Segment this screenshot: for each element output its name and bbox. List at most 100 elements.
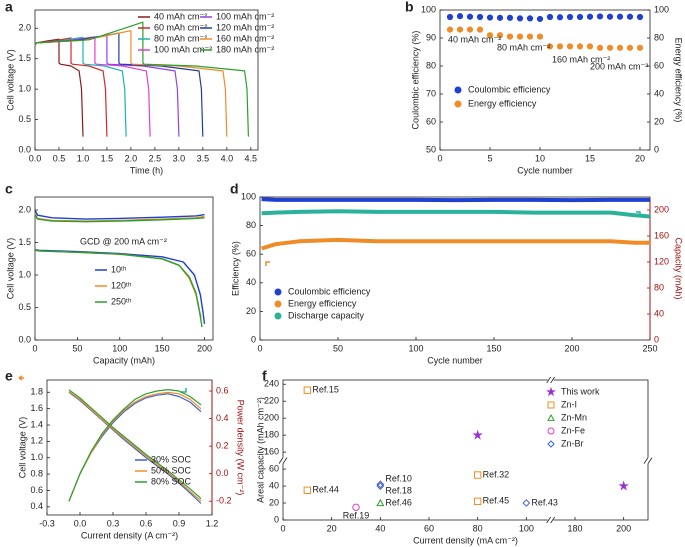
y2-tick-label: 20	[654, 116, 664, 126]
x-tick-label: 4.0	[221, 153, 234, 163]
y-tick-label: 50	[426, 144, 436, 154]
marker	[547, 427, 555, 435]
marker	[626, 13, 634, 20]
annotation: 160 mAh cm⁻²	[552, 54, 610, 64]
legend-label: 40 mAh cm⁻²	[154, 11, 207, 21]
y2-tick-label: 40	[654, 88, 664, 98]
y-axis-label: Coulombic efficiency (%)	[410, 31, 420, 130]
x-axis-label: Current density (A cm⁻²)	[81, 530, 178, 540]
x-tick-label: 1.0	[77, 153, 90, 163]
series-line	[68, 391, 202, 502]
marker	[556, 43, 564, 50]
marker	[472, 429, 483, 440]
x-tick-label: 3.5	[197, 153, 210, 163]
marker	[547, 413, 555, 421]
x-axis-label: Current density (mA cm⁻²)	[413, 535, 518, 545]
point-label: Ref.43	[531, 497, 558, 507]
y-tick-label: 40	[246, 277, 256, 287]
point-label: Ref.19	[343, 511, 370, 521]
series-line	[34, 214, 205, 328]
marker	[274, 288, 282, 296]
x-tick-label: 4.5	[245, 153, 258, 163]
y-tick-label: 220	[264, 396, 279, 406]
legend-label: 120 mAh cm⁻²	[216, 22, 274, 32]
y-tick-label: 1.2	[30, 436, 43, 446]
y-tick-label: 60	[426, 116, 436, 126]
y-tick-label: 80	[426, 60, 436, 70]
x-tick-label: 3.0	[173, 153, 186, 163]
panel-letter: d	[230, 181, 239, 197]
x-tick-label: 20	[635, 153, 645, 163]
legend-label: 10ᵗʰ	[111, 264, 127, 274]
marker	[526, 33, 534, 40]
marker	[516, 33, 524, 40]
marker	[586, 43, 594, 50]
marker	[547, 401, 555, 409]
panel-letter: c	[5, 181, 13, 197]
marker	[376, 482, 385, 490]
axis-break-gap	[547, 517, 554, 523]
marker	[506, 14, 514, 21]
marker	[616, 44, 624, 51]
legend-label: 100 mAh cm⁻²	[216, 11, 274, 21]
marker	[586, 13, 594, 20]
y-axis-label: Cell voltage (V)	[17, 417, 27, 479]
series-line	[261, 197, 650, 203]
marker	[606, 13, 614, 20]
y-tick-label: 0.5	[18, 114, 31, 124]
y2-tick-label: 0.4	[216, 413, 229, 423]
arrow	[18, 375, 24, 381]
point-label: Ref.15	[312, 385, 339, 395]
panel-letter: b	[405, 0, 414, 15]
legend-label: 30% SOC	[151, 454, 192, 464]
legend-label: 100 mAh cm⁻²	[154, 44, 212, 54]
axis-break-gap	[547, 377, 554, 383]
x-tick-label: 250	[642, 343, 657, 353]
annotation: 80 mAh cm⁻²	[497, 42, 550, 52]
legend-label: 180 mAh cm⁻²	[216, 44, 274, 54]
y-tick-label: 40	[269, 480, 279, 490]
marker	[516, 15, 524, 22]
plot-frame	[439, 9, 651, 151]
legend-label: This work	[561, 386, 600, 396]
annotation: 40 mAh cm⁻²	[448, 34, 501, 44]
y-tick-label: 0.5	[18, 302, 31, 312]
axis-break	[643, 457, 653, 464]
marker	[636, 44, 644, 51]
annotation: GCD @ 200 mA cm⁻²	[80, 236, 167, 246]
x-tick-label: 150	[155, 343, 170, 353]
x-tick-label: 100	[519, 523, 534, 533]
x-tick-label: 2.0	[125, 153, 138, 163]
point-label: Ref.18	[385, 485, 412, 495]
marker	[546, 13, 554, 21]
y-tick-label: 1.5	[18, 53, 31, 63]
y2-tick-label: 0.6	[216, 385, 229, 395]
y-tick-label: 1.0	[18, 269, 31, 279]
x-axis-label: Cycle number	[427, 355, 483, 365]
y-tick-label: 240	[264, 379, 279, 389]
arrow	[265, 261, 270, 266]
y-tick-label: 80	[246, 220, 256, 230]
marker	[486, 14, 494, 21]
legend-label: Energy efficiency	[288, 298, 357, 308]
legend-label: Energy efficiency	[468, 98, 537, 108]
marker	[496, 32, 504, 39]
marker	[526, 15, 534, 22]
series-line	[261, 237, 650, 251]
panel-letter: a	[5, 0, 13, 15]
y-tick-label: 60	[269, 463, 279, 473]
y-tick-label: 0.0	[18, 334, 31, 344]
x-tick-label: 50	[72, 343, 82, 353]
x-tick-label: 0	[257, 343, 262, 353]
y2-tick-label: 40	[654, 308, 664, 318]
marker	[596, 44, 604, 51]
y-tick-label: 0.6	[30, 485, 43, 495]
x-tick-label: 15	[585, 153, 595, 163]
legend-label: 160 mAh cm⁻²	[216, 33, 274, 43]
legend-label: Coulombic efficiency	[468, 84, 551, 94]
marker	[486, 32, 494, 39]
y2-axis-label: Capacity (mAh)	[674, 237, 684, 299]
marker	[566, 13, 574, 21]
x-tick-label: 1.5	[101, 153, 114, 163]
y2-tick-label: 60	[654, 60, 664, 70]
